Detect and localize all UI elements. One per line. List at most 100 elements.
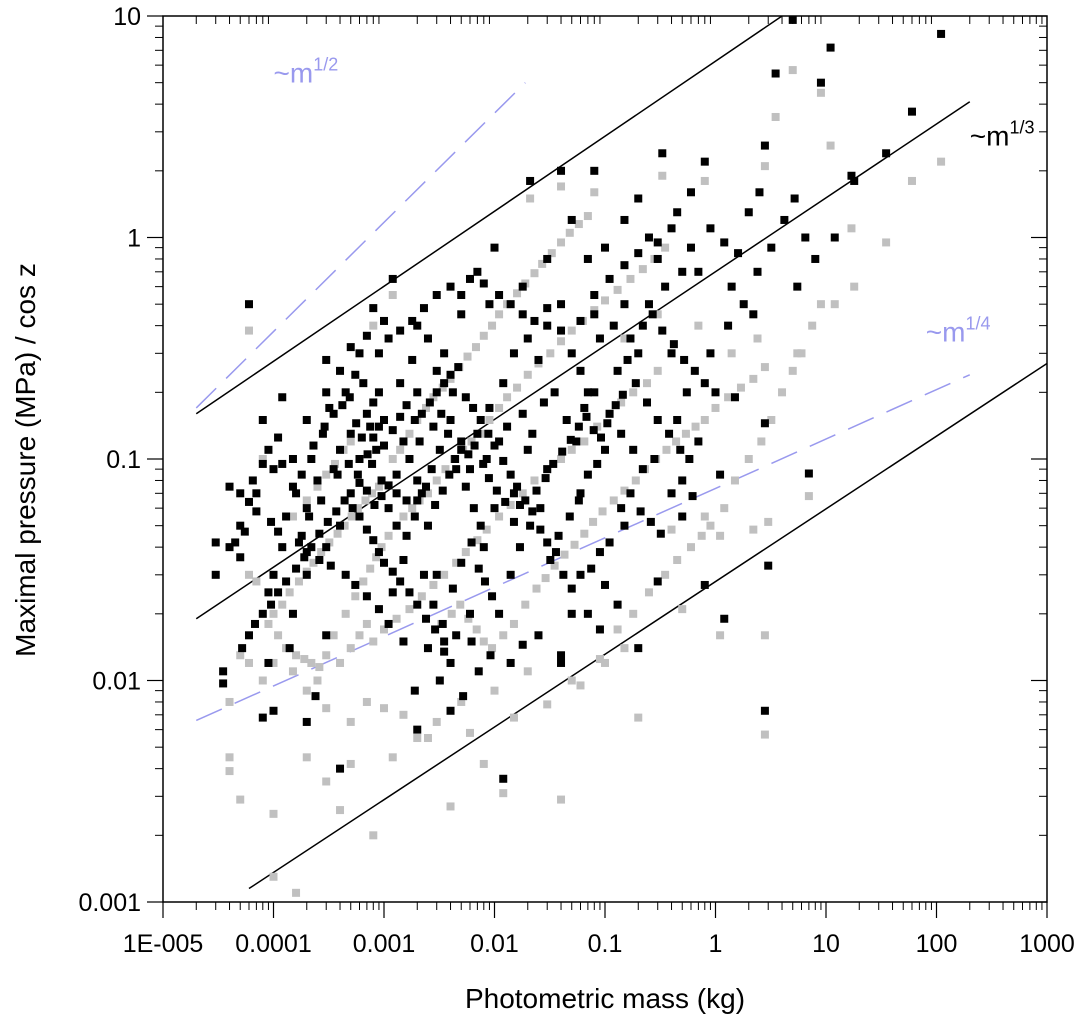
black-point: [211, 570, 220, 579]
black-point: [567, 215, 576, 224]
gray-point: [720, 504, 729, 513]
black-point: [285, 644, 294, 653]
gray-point: [541, 574, 550, 583]
gray-point: [432, 476, 441, 485]
black-point: [452, 631, 461, 640]
black-point: [326, 561, 335, 570]
black-point: [576, 570, 585, 579]
black-point: [432, 388, 441, 397]
gray-point: [388, 291, 397, 300]
black-point: [329, 409, 338, 418]
gray-point: [744, 455, 753, 463]
gray-point: [667, 525, 676, 534]
black-point: [415, 437, 424, 446]
black-point: [432, 291, 441, 300]
black-point: [392, 521, 401, 530]
black-point: [589, 426, 598, 435]
black-point: [536, 504, 545, 513]
black-point: [211, 538, 220, 547]
black-point: [690, 366, 699, 375]
black-point: [634, 349, 643, 358]
black-point: [410, 686, 419, 695]
black-point: [605, 538, 614, 547]
black-point: [282, 512, 291, 521]
black-point: [362, 486, 371, 495]
gray-point: [423, 489, 432, 498]
black-point: [332, 507, 341, 516]
gray-point: [438, 383, 447, 392]
gray-point: [302, 686, 311, 695]
black-point: [576, 316, 585, 325]
annotation-label: ~m1/3: [970, 118, 1035, 152]
x-tick-label: 1: [709, 930, 723, 958]
gray-point: [490, 686, 499, 695]
black-point: [357, 433, 366, 442]
gray-point: [464, 614, 473, 623]
gray-point: [706, 521, 715, 530]
x-tick-label: 0.1: [588, 930, 623, 958]
gray-point: [353, 504, 362, 513]
solid-fit-line-2: [248, 362, 1047, 890]
solid-fit-line-1: [195, 101, 971, 620]
gray-point: [530, 269, 539, 278]
black-point: [727, 282, 736, 291]
gray-point: [557, 182, 566, 191]
black-point: [338, 401, 347, 410]
gray-point: [452, 558, 461, 567]
black-point: [760, 706, 769, 715]
gray-point: [346, 437, 355, 446]
gray-point: [285, 588, 294, 597]
gray-point: [700, 415, 709, 424]
black-point: [297, 470, 306, 479]
black-point: [523, 334, 532, 343]
black-point: [269, 706, 278, 715]
black-point: [315, 555, 324, 564]
gray-point: [457, 697, 466, 706]
gray-point: [347, 512, 356, 521]
black-point: [557, 326, 566, 335]
black-point: [264, 588, 273, 597]
gray-point: [557, 238, 566, 247]
black-point: [278, 459, 287, 468]
black-point: [410, 512, 419, 521]
gray-point: [727, 349, 736, 358]
gray-point: [461, 548, 470, 557]
black-point: [459, 692, 468, 701]
black-point: [484, 429, 493, 438]
x-tick-label: 0.01: [470, 930, 519, 958]
black-point: [882, 149, 891, 158]
black-point: [518, 282, 527, 291]
gray-point: [495, 310, 504, 319]
annotation-label: ~m1/4: [926, 313, 991, 347]
black-point: [658, 326, 667, 335]
black-point: [536, 525, 545, 534]
black-point: [355, 478, 364, 487]
black-point: [351, 580, 360, 589]
gray-point: [225, 767, 234, 776]
black-point: [336, 764, 345, 773]
gray-point: [417, 592, 426, 601]
gray-point: [369, 321, 378, 330]
black-point: [419, 304, 428, 313]
black-point: [749, 310, 758, 319]
gray-point: [369, 831, 378, 840]
gray-point: [355, 631, 364, 640]
black-point: [801, 233, 810, 242]
black-point: [341, 388, 350, 397]
black-point: [595, 548, 604, 557]
annotations: ~m1/2~m1/3~m1/4: [274, 55, 1035, 348]
gray-point: [495, 512, 504, 521]
black-point: [506, 470, 515, 479]
black-point: [252, 507, 261, 516]
black-point: [413, 725, 422, 734]
black-point: [384, 619, 393, 628]
black-point: [590, 166, 599, 175]
black-point: [617, 429, 626, 438]
solid-fit-line-0: [195, 16, 783, 415]
gray-series: [225, 66, 946, 897]
gray-point: [423, 734, 432, 743]
gray-point: [499, 631, 508, 640]
black-point: [244, 631, 253, 640]
black-point: [583, 254, 592, 263]
black-point: [518, 310, 527, 319]
